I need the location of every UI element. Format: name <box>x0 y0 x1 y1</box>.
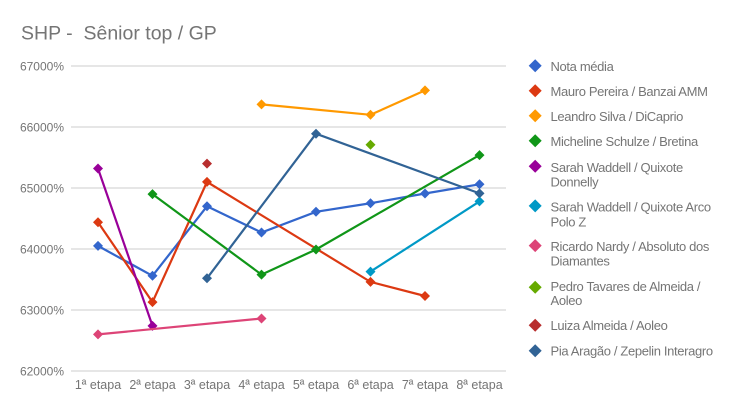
svg-text:64000%: 64000% <box>20 243 64 257</box>
svg-text:8ª etapa: 8ª etapa <box>456 378 502 392</box>
svg-text:Pia Aragão / Zepelin Interagro: Pia Aragão / Zepelin Interagro <box>551 343 713 358</box>
svg-text:Mauro Pereira / Banzai AMM: Mauro Pereira / Banzai AMM <box>551 84 708 99</box>
svg-text:Sarah Waddell / Quixote: Sarah Waddell / Quixote <box>551 160 683 175</box>
svg-text:4ª etapa: 4ª etapa <box>238 378 284 392</box>
svg-text:Aoleo: Aoleo <box>551 293 583 308</box>
svg-text:66000%: 66000% <box>20 121 64 135</box>
svg-text:Ricardo Nardy / Absoluto dos: Ricardo Nardy / Absoluto dos <box>551 239 710 254</box>
svg-text:Sarah Waddell / Quixote Arco: Sarah Waddell / Quixote Arco <box>551 199 711 214</box>
svg-text:Diamantes: Diamantes <box>551 254 611 269</box>
svg-text:6ª etapa: 6ª etapa <box>347 378 393 392</box>
svg-text:65000%: 65000% <box>20 182 64 196</box>
svg-text:3ª etapa: 3ª etapa <box>184 378 230 392</box>
svg-text:Luiza Almeida / Aoleo: Luiza Almeida / Aoleo <box>551 318 668 333</box>
svg-text:7ª etapa: 7ª etapa <box>402 378 448 392</box>
svg-text:Nota média: Nota média <box>551 59 615 74</box>
svg-text:Pedro Tavares de Almeida /: Pedro Tavares de Almeida / <box>551 279 701 294</box>
svg-text:Polo Z: Polo Z <box>551 214 587 229</box>
svg-text:67000%: 67000% <box>20 60 64 74</box>
svg-text:SHP - Sênior top / GP: SHP - Sênior top / GP <box>21 23 217 45</box>
svg-text:2ª etapa: 2ª etapa <box>129 378 175 392</box>
svg-text:Micheline Schulze / Bretina: Micheline Schulze / Bretina <box>551 134 699 149</box>
svg-text:63000%: 63000% <box>20 304 64 318</box>
svg-text:Donnelly: Donnelly <box>551 174 600 189</box>
svg-text:1ª etapa: 1ª etapa <box>75 378 121 392</box>
svg-text:Leandro Silva / DiCaprio: Leandro Silva / DiCaprio <box>551 109 684 124</box>
svg-text:62000%: 62000% <box>20 365 64 379</box>
svg-text:5ª etapa: 5ª etapa <box>293 378 339 392</box>
